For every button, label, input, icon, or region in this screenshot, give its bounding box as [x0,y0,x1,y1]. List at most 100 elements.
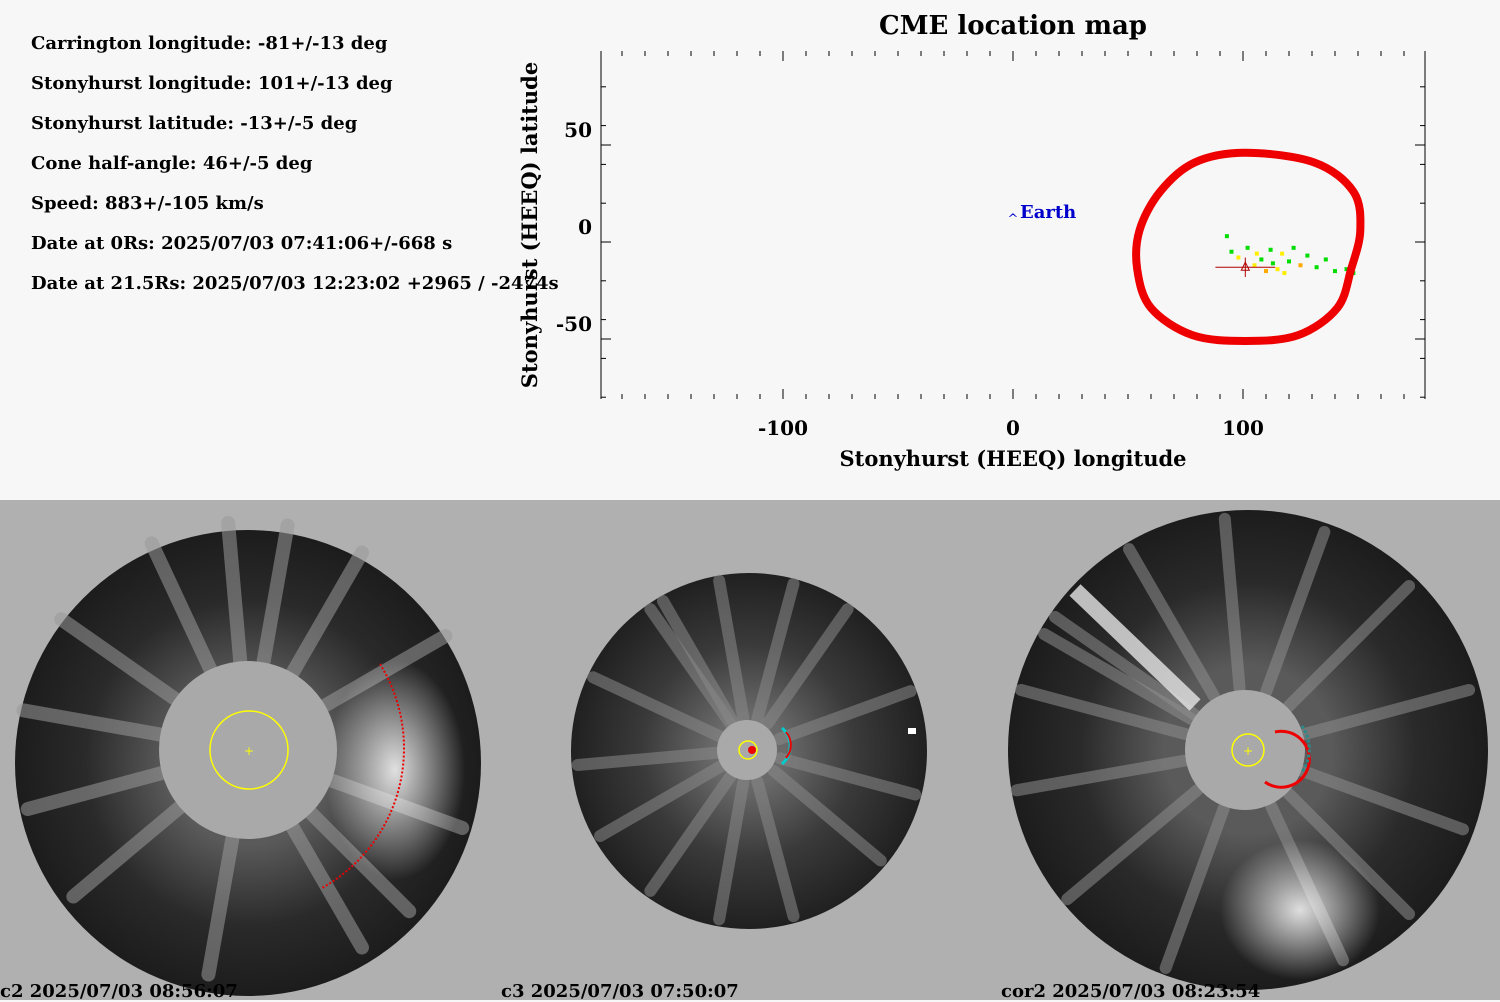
cor2-streamer [1282,787,1416,921]
scatter-point [1229,249,1234,254]
c3-caption: c3 2025/07/03 07:50:07 [501,981,739,1002]
y-axis-label: Stonyhurst (HEEQ) latitude [517,62,542,388]
scatter-point [1323,257,1328,262]
scatter-point [1270,261,1275,266]
c2-occulter [159,661,337,839]
earth-caret-icon: ^ [1008,212,1019,227]
c3-image [571,573,927,929]
scatter-point [1254,251,1259,256]
c3-bright-spot [908,728,916,734]
scatter-point [1252,263,1257,268]
cor2-streamer [1298,683,1476,740]
earth-marker: ^ Earth [1008,202,1077,227]
c2-image: + [15,515,481,996]
c2-streamer [256,518,295,669]
cor2-streamer [1123,543,1220,703]
stonyhurst-latitude: Stonyhurst latitude: -13+/-5 deg [31,113,358,134]
y-tick-label: 0 [578,215,592,239]
c3-streamer [713,775,750,926]
y-tick-label: -50 [556,312,592,336]
scatter-point [1264,269,1268,274]
cor2-streamer [1048,610,1201,721]
scatter-point [1298,263,1303,268]
scatter-points [1224,234,1356,276]
c3-streamer [713,574,750,725]
cor2-streamer [1014,683,1192,740]
scatter-point [1305,253,1310,258]
parameters-panel: Carrington longitude: -81+/-13 deg Stony… [0,0,1500,500]
c3-streamer [571,746,724,771]
scatter-point [1236,255,1241,260]
cor2-fit-arc [1264,729,1311,789]
date-at-0rs: Date at 0Rs: 2025/07/03 07:41:06+/-668 s [31,233,453,254]
c3-streamer [767,764,887,867]
c2-sun-circle [209,710,289,790]
c3-streamer [751,577,800,726]
c2-streamer [221,515,248,668]
scatter-point [1224,234,1229,239]
c3-fit-marker [748,746,756,754]
x-tick-label: 0 [1006,416,1020,440]
cor2-occulter [1185,690,1305,810]
scatter-point [1282,271,1287,276]
scatter-point [1333,269,1337,274]
c3-streamer [587,671,726,743]
coronagraph-images: + + [15,510,1488,996]
cor2-bright-region [1220,840,1380,980]
c3-occulter [717,720,777,780]
c2-streamer [66,800,187,904]
c3-sun-circle [738,740,758,760]
c3-streamer [761,603,854,730]
c3-streamer [773,752,922,801]
x-axis-label: Stonyhurst (HEEQ) longitude [839,446,1186,471]
cor2-streamer [1218,512,1246,695]
c2-caption: c2 2025/07/03 08:56:07 [0,981,238,1002]
cor2-streamer [1159,802,1230,975]
cor2-streamer [1260,525,1331,698]
x-tick-label: -100 [758,416,808,440]
cor2-image: + [1008,510,1488,990]
c3-streamer [594,760,728,842]
c3-streamers [571,574,922,926]
scatter-point [1275,267,1280,272]
cme-boundary-ellipse [1132,148,1365,345]
c2-fit-arc [321,663,405,889]
scatter-point [1291,245,1296,250]
x-tick-labels: -100 0 100 [758,416,1264,440]
y-tick-labels: 50 0 -50 [556,118,592,336]
speed: Speed: 883+/-105 km/s [31,193,264,214]
scatter-point [1344,267,1349,272]
cor2-streamer [1038,628,1198,725]
c2-sun-center-icon: + [244,744,254,758]
c3-streamer [644,770,737,897]
cor2-bright-streamer [1069,584,1201,711]
coronagraph-panel: + + c2 2025/07/03 08:56:07 c3 2025/07 [0,500,1500,1002]
c2-streamer [20,766,169,817]
c3-streamer [751,774,800,923]
cme-center-marker [1215,257,1276,277]
cme-center-triangle-icon [1240,261,1251,271]
c2-streamer [201,831,240,982]
scatter-point [1259,257,1264,262]
chart-title: CME location map [879,11,1147,41]
cme-location-map: CME location map -100 0 100 50 0 -50 Stonyhu… [517,11,1426,471]
cone-half-angle: Cone half-angle: 46+/-5 deg [31,153,313,174]
scatter-point [1287,259,1291,264]
earth-label: Earth [1020,202,1076,223]
cor2-sun-center-icon: + [1243,744,1253,758]
stonyhurst-longitude: Stonyhurst longitude: 101+/-13 deg [31,73,393,94]
c2-streamer [286,545,369,680]
scatter-point [1245,245,1250,250]
c2-streamer [286,820,369,955]
axis-ticks [601,51,1425,399]
c2-cme-brightening [325,660,465,880]
c3-fit-arc [785,731,792,759]
cor2-streamer [1297,765,1470,836]
cor2-streamer [1282,579,1416,713]
date-at-21-5rs: Date at 21.5Rs: 2025/07/03 12:23:02 +296… [31,273,559,294]
scatter-point [1314,265,1319,270]
cor2-streamer [1061,783,1204,906]
c2-streamer [16,703,167,742]
y-tick-label: 50 [564,118,592,142]
c3-streamer [644,603,737,730]
